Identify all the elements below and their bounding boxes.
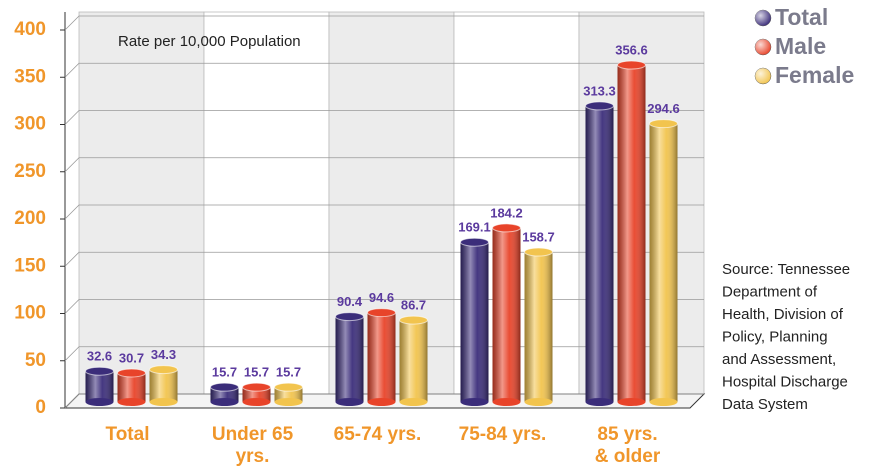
y-tick-label: 50	[25, 350, 46, 371]
bar-shade	[399, 320, 428, 402]
legend-marker-shine	[755, 68, 771, 84]
x-tick-label: Total	[105, 424, 150, 445]
bar-bottom	[399, 398, 428, 406]
bar-top	[117, 368, 146, 378]
bar-top	[149, 365, 178, 375]
bar-bottom	[210, 398, 239, 406]
bar-top	[274, 382, 303, 392]
bar-top	[367, 308, 396, 318]
grid-line	[64, 62, 704, 78]
bar-bottom	[335, 398, 364, 406]
source-line: Data System	[722, 396, 808, 413]
x-tick-label: 65-74 yrs.	[333, 424, 422, 445]
legend-marker-shine	[755, 39, 771, 55]
plot-band	[78, 11, 205, 395]
bar-shade	[117, 372, 146, 402]
y-tick-label: 0	[35, 397, 46, 418]
source-line: Hospital Discharge	[722, 373, 848, 390]
value-label: 34.3	[151, 347, 176, 362]
bar-bottom	[617, 398, 646, 406]
source-line: Source: Tennessee	[722, 261, 850, 278]
bar-top	[649, 119, 678, 129]
grid-line	[64, 110, 704, 125]
y-tick-label: 400	[14, 19, 46, 40]
bar-top	[399, 315, 428, 325]
bar-top	[617, 60, 646, 70]
bar-top	[524, 247, 553, 257]
value-label: 313.3	[583, 83, 616, 98]
value-label: 169.1	[458, 220, 491, 235]
bar-top	[210, 382, 239, 392]
value-label: 356.6	[615, 42, 648, 57]
grid-line	[64, 15, 704, 31]
bar-bottom	[149, 398, 178, 406]
y-tick-label: 200	[14, 208, 46, 229]
plot-band	[203, 11, 330, 395]
legend-label: Total	[775, 4, 828, 30]
bar-shade	[460, 242, 489, 402]
bar-shade	[335, 316, 364, 402]
bar-shade	[149, 369, 178, 402]
bar-shade	[585, 105, 614, 402]
bar-shade	[617, 65, 646, 402]
bar-top	[460, 237, 489, 247]
value-label: 158.7	[522, 229, 555, 244]
bar-shade	[367, 312, 396, 402]
source-line: and Assessment,	[722, 351, 836, 368]
bar-shade	[492, 227, 521, 402]
x-tick-label: Under 65 yrs.	[211, 424, 294, 467]
value-label: 15.7	[276, 365, 301, 380]
value-label: 15.7	[244, 365, 269, 380]
grid-line	[64, 204, 704, 220]
source-line: Policy, Planning	[722, 328, 828, 345]
y-tick-label: 100	[14, 303, 46, 324]
legend-marker-shine	[755, 10, 771, 26]
bar-bottom	[274, 398, 303, 406]
value-label: 86.7	[401, 298, 426, 313]
bar-bottom	[242, 398, 271, 406]
value-label: 294.6	[647, 101, 680, 116]
value-label: 90.4	[337, 294, 363, 309]
value-label: 94.6	[369, 290, 394, 305]
bar-bottom	[460, 398, 489, 406]
bar-bottom	[117, 398, 146, 406]
annotation: Rate per 10,000 Population	[118, 33, 301, 50]
bar-bottom	[649, 398, 678, 406]
y-tick-label: 350	[14, 66, 46, 87]
value-label: 32.6	[87, 349, 112, 364]
bar-bottom	[524, 398, 553, 406]
x-tick-label: 85 yrs. & older	[594, 424, 661, 467]
bar-top	[492, 223, 521, 233]
value-label: 15.7	[212, 365, 237, 380]
y-tick-label: 150	[14, 255, 46, 276]
y-tick-label: 300	[14, 114, 46, 135]
value-label: 184.2	[490, 205, 523, 220]
bar-bottom	[85, 398, 114, 406]
source-line: Department of	[722, 283, 818, 300]
bar-bottom	[492, 398, 521, 406]
grid-line	[64, 157, 704, 173]
value-label: 30.7	[119, 350, 144, 365]
x-tick-label: 75-84 yrs.	[458, 424, 547, 445]
bar-top	[585, 101, 614, 111]
legend-label: Female	[775, 62, 854, 88]
legend-label: Male	[775, 33, 826, 59]
bar-shade	[85, 371, 114, 402]
bar-top	[85, 366, 114, 376]
source-line: Health, Division of	[722, 306, 844, 323]
bar-top	[335, 312, 364, 322]
y-tick-label: 250	[14, 161, 46, 182]
bar-shade	[649, 123, 678, 402]
bar-bottom	[367, 398, 396, 406]
bar-bottom	[585, 398, 614, 406]
bar-shade	[524, 252, 553, 402]
bar-top	[242, 382, 271, 392]
